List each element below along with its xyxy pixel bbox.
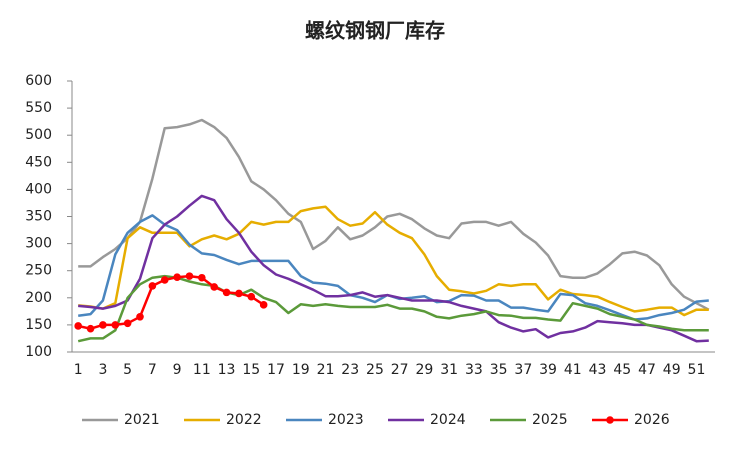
legend-label: 2024 xyxy=(430,412,466,428)
series-point xyxy=(222,288,231,297)
x-tick-label: 1 xyxy=(74,362,83,378)
series-line xyxy=(77,274,709,343)
series-line xyxy=(78,194,709,343)
legend-label: 2021 xyxy=(124,412,160,428)
series-line xyxy=(78,205,709,317)
x-tick-label: 49 xyxy=(663,362,681,378)
x-tick-label: 17 xyxy=(267,362,285,378)
x-tick-label: 27 xyxy=(391,362,409,378)
x-tick-label: 15 xyxy=(242,362,260,378)
x-tick-label: 35 xyxy=(490,362,508,378)
series-point xyxy=(148,282,157,290)
x-tick-label: 9 xyxy=(173,362,182,378)
x-tick-label: 11 xyxy=(193,362,211,378)
y-tick-label: 550 xyxy=(25,100,52,116)
series-point xyxy=(123,319,132,328)
series-point xyxy=(111,321,120,329)
y-tick-label: 350 xyxy=(25,209,52,225)
x-tick-label: 19 xyxy=(292,362,310,378)
series-point xyxy=(86,324,95,333)
x-tick-label: 47 xyxy=(638,362,656,378)
x-tick-label: 39 xyxy=(539,362,557,378)
legend-label: 2026 xyxy=(634,412,670,428)
series-point xyxy=(198,273,206,282)
legend-label: 2025 xyxy=(532,412,568,428)
x-tick-label: 13 xyxy=(218,362,236,378)
legend-label: 2022 xyxy=(226,412,262,428)
chart-title: 螺纹钢钢厂库存 xyxy=(305,19,445,43)
y-tick-label: 450 xyxy=(25,154,52,170)
series-point xyxy=(235,289,243,298)
legend-label: 2023 xyxy=(328,412,364,428)
x-tick-label: 3 xyxy=(98,362,107,378)
x-tick-label: 31 xyxy=(440,362,458,378)
series-point xyxy=(259,301,268,309)
y-tick-label: 250 xyxy=(25,263,52,279)
legend-marker xyxy=(606,416,614,424)
y-tick-label: 500 xyxy=(25,127,52,143)
x-tick-label: 29 xyxy=(415,362,433,378)
x-tick-label: 25 xyxy=(366,362,384,378)
x-tick-label: 45 xyxy=(613,362,631,378)
x-tick-label: 23 xyxy=(341,362,359,378)
x-tick-label: 41 xyxy=(564,362,582,378)
series-line xyxy=(78,118,710,311)
y-tick-label: 300 xyxy=(25,236,52,252)
y-tick-label: 600 xyxy=(25,73,52,89)
x-tick-label: 37 xyxy=(514,362,532,378)
series-point xyxy=(210,283,219,291)
series-point xyxy=(136,312,144,321)
series-point xyxy=(160,276,169,284)
x-tick-label: 51 xyxy=(688,362,706,378)
series-point xyxy=(247,292,256,301)
y-tick-label: 200 xyxy=(25,290,52,306)
series-point xyxy=(74,322,82,330)
x-tick-label: 7 xyxy=(148,362,157,378)
series-point xyxy=(185,272,194,280)
x-tick-label: 21 xyxy=(317,362,335,378)
x-tick-label: 43 xyxy=(589,362,607,378)
y-tick-label: 400 xyxy=(25,181,52,197)
x-tick-label: 5 xyxy=(123,362,132,378)
x-tick-label: 33 xyxy=(465,362,483,378)
series-point xyxy=(99,321,107,329)
series-line xyxy=(77,274,265,330)
series-point xyxy=(173,273,181,282)
y-tick-label: 100 xyxy=(25,344,52,360)
y-tick-label: 150 xyxy=(25,317,52,333)
